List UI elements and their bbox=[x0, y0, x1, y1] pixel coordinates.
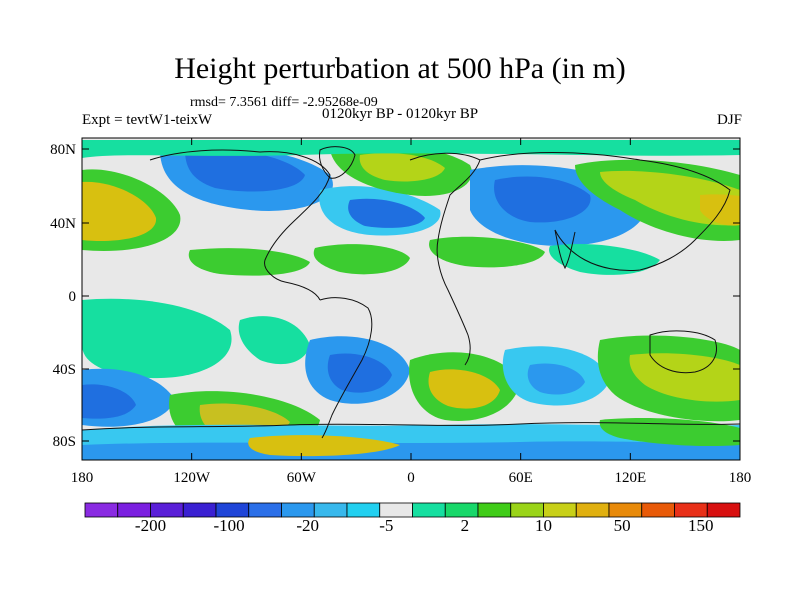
field-blob-antarctic-band-2 bbox=[82, 441, 740, 460]
coast-south-america bbox=[319, 297, 373, 439]
map-title: Height perturbation at 500 hPa (in m) bbox=[174, 52, 626, 85]
colorbar-swatch bbox=[575, 502, 610, 518]
colorbar-swatch bbox=[346, 502, 381, 518]
lon-tick-label: 0 bbox=[407, 470, 415, 486]
colorbar-swatch bbox=[444, 502, 479, 518]
colorbar-swatch bbox=[674, 502, 708, 518]
field-blob-europe-ridge-core bbox=[359, 153, 445, 182]
field-blob-indian-ocean-core bbox=[527, 363, 585, 395]
colorbar-swatch bbox=[215, 502, 250, 518]
lon-tick-label: 180 bbox=[71, 470, 94, 486]
colorbar-swatch bbox=[510, 502, 544, 518]
colorbar-swatch bbox=[543, 502, 577, 518]
lat-tick-label: 0 bbox=[69, 289, 77, 305]
colorbar-label: 2 bbox=[460, 516, 470, 535]
field-blob-tropical-east-pacific bbox=[188, 248, 310, 276]
colorbar-label: 150 bbox=[687, 516, 714, 535]
season-label: DJF bbox=[716, 112, 742, 128]
coast-north-america bbox=[149, 149, 331, 301]
colorbar-swatch bbox=[150, 502, 184, 518]
field-blob-s-pacific-west bbox=[82, 298, 232, 379]
colorbar-swatch bbox=[706, 502, 741, 518]
lat-tick-label: 80N bbox=[50, 142, 76, 158]
lon-tick-label: 60W bbox=[287, 470, 317, 486]
coast-europe-africa bbox=[409, 152, 481, 366]
field-blob-s-ocean-ridge-east bbox=[599, 417, 740, 447]
field-blob-w-pacific-ridge-core bbox=[82, 181, 157, 242]
field-blob-tropical-atlantic bbox=[429, 236, 545, 268]
coast-greenland bbox=[319, 146, 356, 179]
longitude-ticks: 180 120W 60W 0 60E 120E 180 bbox=[71, 138, 752, 486]
field-blob-tropical-america bbox=[313, 244, 410, 275]
colorbar bbox=[84, 502, 741, 518]
colorbar-swatch bbox=[84, 502, 119, 518]
coast-india bbox=[554, 229, 576, 270]
colorbar-swatch bbox=[248, 502, 282, 518]
lat-tick-label: 80S bbox=[53, 434, 76, 450]
colorbar-swatch bbox=[608, 502, 643, 518]
lon-tick-label: 120W bbox=[173, 470, 211, 486]
lon-tick-label: 60E bbox=[509, 470, 533, 486]
coast-asia bbox=[479, 152, 731, 271]
colorbar-swatch bbox=[477, 502, 512, 518]
colorbar-swatch bbox=[117, 502, 151, 518]
lon-tick-label: 180 bbox=[729, 470, 752, 486]
coast-antarctica bbox=[82, 422, 740, 431]
stats-label: rmsd= 7.3561 diff= -2.95268e-09 bbox=[190, 95, 378, 110]
period-label: 0120kyr BP - 0120kyr BP bbox=[322, 106, 479, 122]
colorbar-swatch bbox=[412, 502, 446, 518]
colorbar-swatch bbox=[281, 502, 315, 518]
colorbar-swatch bbox=[641, 502, 675, 518]
latitude-ticks: 80N 40N 0 40S 80S bbox=[50, 142, 740, 450]
lon-tick-label: 120E bbox=[614, 470, 646, 486]
colorbar-label: -100 bbox=[213, 516, 245, 535]
height-field bbox=[82, 138, 740, 460]
field-blob-s-indian-ridge-core bbox=[629, 353, 740, 402]
colorbar-label: 50 bbox=[613, 516, 631, 535]
colorbar-label: 10 bbox=[535, 516, 552, 535]
colorbar-swatch bbox=[313, 502, 348, 518]
field-blob-n-america-core bbox=[185, 148, 305, 192]
coastlines bbox=[82, 146, 740, 439]
field-blob-antarctic-ridge bbox=[248, 435, 400, 457]
field-blob-eurasia-core bbox=[494, 176, 591, 223]
colorbar-label: -20 bbox=[296, 516, 320, 535]
field-blob-s-atlantic-trough-core bbox=[327, 353, 392, 393]
field-blob-s-atlantic-ridge-core bbox=[428, 369, 500, 409]
colorbar-label: -200 bbox=[134, 516, 167, 535]
experiment-label: Expt = tevtW1-teixW bbox=[82, 112, 213, 128]
lat-tick-label: 40N bbox=[50, 216, 76, 232]
colorbar-swatch bbox=[182, 502, 217, 518]
lat-tick-label: 40S bbox=[53, 362, 76, 378]
field-blob-e-asia-orange bbox=[700, 194, 740, 226]
field-blob-s-america-west bbox=[238, 316, 310, 365]
field-blob-atlantic-core bbox=[348, 198, 425, 228]
colorbar-swatch bbox=[379, 502, 413, 518]
coast-australia bbox=[649, 330, 717, 374]
field-blob-s-pacific-trough-core bbox=[82, 384, 136, 419]
colorbar-label: -5 bbox=[379, 516, 394, 535]
field-blob-tropical-africa bbox=[549, 243, 660, 275]
